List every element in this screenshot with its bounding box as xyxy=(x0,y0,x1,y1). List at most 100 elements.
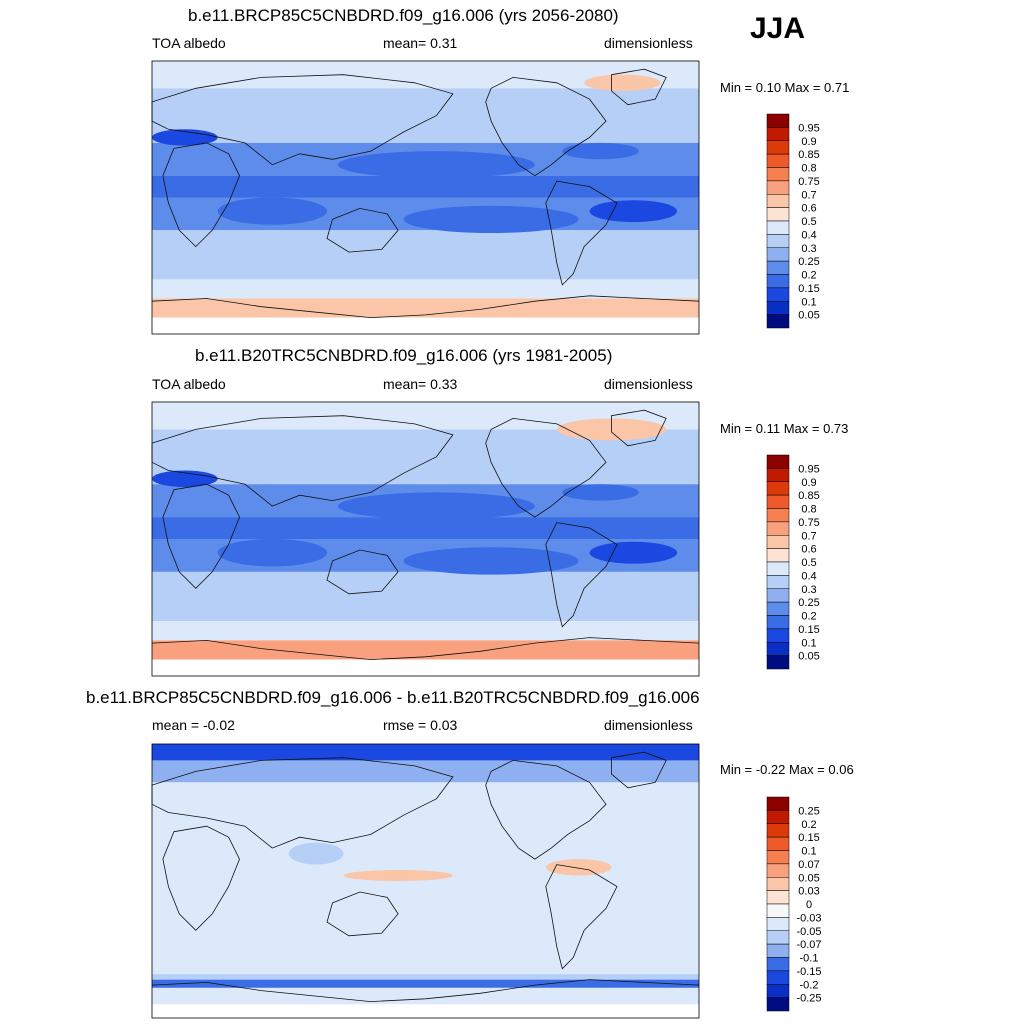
coastline xyxy=(151,295,700,319)
colorbar-tick-label: 0.75 xyxy=(798,176,819,188)
colorbar-swatch xyxy=(766,863,790,878)
itcz-band xyxy=(152,517,699,539)
southern-midlat-band xyxy=(152,571,699,622)
coastline xyxy=(151,757,454,849)
coastline xyxy=(151,979,700,1003)
sahara-low-albedo xyxy=(152,129,218,146)
indian-ocean-low-albedo xyxy=(217,197,328,225)
panel-2-units-label: dimensionless xyxy=(604,376,693,392)
colorbar-swatch xyxy=(766,153,790,168)
colorbar-tick-label: -0.2 xyxy=(800,979,819,991)
colorbar-tick-label: 0.2 xyxy=(801,611,816,623)
colorbar-swatch xyxy=(766,468,790,482)
coastline xyxy=(611,751,667,789)
north-atlantic-low-albedo xyxy=(562,484,639,501)
colorbar-tick-label: 0.6 xyxy=(801,544,816,556)
panel-1-units-label: dimensionless xyxy=(604,35,693,51)
map-frame xyxy=(151,60,700,335)
colorbar-tick-label: 0.5 xyxy=(801,557,816,569)
colorbar-swatch xyxy=(766,984,790,998)
colorbar-swatch xyxy=(766,796,790,811)
colorbar-tick-label: 0.05 xyxy=(798,310,819,322)
southern-ocean-band xyxy=(152,621,699,641)
colorbar-tick-label: -0.05 xyxy=(796,926,821,938)
southern-ocean-pre-band xyxy=(152,974,699,980)
panel-3-map xyxy=(152,744,699,1018)
coastline xyxy=(485,417,607,518)
colorbar-tick-label: 0.85 xyxy=(798,490,819,502)
antarctic-band xyxy=(152,640,699,660)
arctic-margin-band xyxy=(152,760,699,783)
colorbar-swatch xyxy=(766,575,790,589)
map-frame xyxy=(151,401,700,677)
greenland-high-albedo xyxy=(584,74,661,92)
panel-1-minmax: Min = 0.10 Max = 0.71 xyxy=(720,80,850,95)
colorbar-swatch xyxy=(766,903,790,918)
arctic-loss-band xyxy=(152,744,699,761)
colorbar-swatch xyxy=(766,535,790,549)
colorbar-tick-label: -0.07 xyxy=(796,939,821,951)
south-atlantic-low-albedo xyxy=(589,541,678,564)
colorbar-tick-label: 0.25 xyxy=(798,805,819,817)
colorbar-tick-label: 0.95 xyxy=(798,122,819,134)
colorbar-swatch xyxy=(766,588,790,603)
panel-3-minmax: Min = -0.22 Max = 0.06 xyxy=(720,762,854,777)
antarctic-band xyxy=(152,298,699,318)
colorbar-tick-label: -0.1 xyxy=(800,953,819,965)
colorbar-swatch xyxy=(766,508,790,523)
panel-3-title: b.e11.BRCP85C5CNBDRD.f09_g16.006 - b.e11… xyxy=(86,688,700,707)
north-pacific-low-albedo xyxy=(337,151,535,179)
panel-3-coastlines xyxy=(151,743,700,1019)
colorbar-tick-label: 0.05 xyxy=(798,651,819,663)
south-pacific-low-albedo xyxy=(403,205,579,233)
colorbar-tick-label: 0.6 xyxy=(801,203,816,215)
colorbar-tick-label: 0.9 xyxy=(801,477,816,489)
colorbar-swatch xyxy=(766,890,790,905)
southern-ocean-band xyxy=(152,279,699,299)
panel-3-mean-label: mean = -0.02 xyxy=(152,717,235,733)
coastline xyxy=(326,549,399,595)
panel-1-variable-label: TOA albedo xyxy=(152,35,226,51)
colorbar-tick-label: 0.3 xyxy=(801,584,816,596)
colorbar-tick-label: 0.15 xyxy=(798,624,819,636)
season-label: JJA xyxy=(750,12,806,45)
coastline xyxy=(611,68,667,106)
colorbar-tick-label: 0.15 xyxy=(798,832,819,844)
indian-ocean-low-albedo xyxy=(217,539,328,567)
coastline xyxy=(326,891,399,937)
colorbar-swatch xyxy=(766,180,790,195)
colorbar-swatch xyxy=(766,823,790,838)
colorbar-swatch xyxy=(766,494,790,509)
colorbar-swatch xyxy=(766,127,790,141)
colorbar-tick-label: 0.75 xyxy=(798,517,819,529)
southern-ocean-post-band xyxy=(152,987,699,1005)
colorbar-tick-label: 0.8 xyxy=(801,163,816,175)
colorbar-swatch xyxy=(766,207,790,222)
colorbar-swatch xyxy=(766,454,790,469)
coastline xyxy=(545,864,618,970)
colorbar-swatch xyxy=(766,287,790,302)
colorbar-swatch xyxy=(766,234,790,248)
coastline xyxy=(485,76,607,177)
colorbar-tick-label: 0.1 xyxy=(801,637,816,649)
coastline xyxy=(151,415,454,507)
north-pacific-low-albedo xyxy=(337,492,535,520)
coastline xyxy=(162,142,240,248)
colorbar-tick-label: -0.03 xyxy=(796,912,821,924)
colorbar-swatch xyxy=(766,167,790,182)
colorbar-swatch xyxy=(766,601,790,616)
colorbar-tick-label: 0.25 xyxy=(798,256,819,268)
panel-1-map xyxy=(152,61,699,334)
colorbar-swatch xyxy=(766,655,790,670)
northern-midlat-band xyxy=(152,88,699,143)
colorbar-tick-label: 0.03 xyxy=(798,886,819,898)
panel-2-map xyxy=(152,402,699,676)
itcz-band xyxy=(152,175,699,198)
panel-3-units-label: dimensionless xyxy=(604,717,693,733)
coastline xyxy=(151,637,700,661)
colorbar-swatch xyxy=(766,615,790,630)
colorbar-tick-label: 0.15 xyxy=(798,283,819,295)
colorbar-swatch xyxy=(766,274,790,289)
south-pacific-low-albedo xyxy=(403,547,579,575)
